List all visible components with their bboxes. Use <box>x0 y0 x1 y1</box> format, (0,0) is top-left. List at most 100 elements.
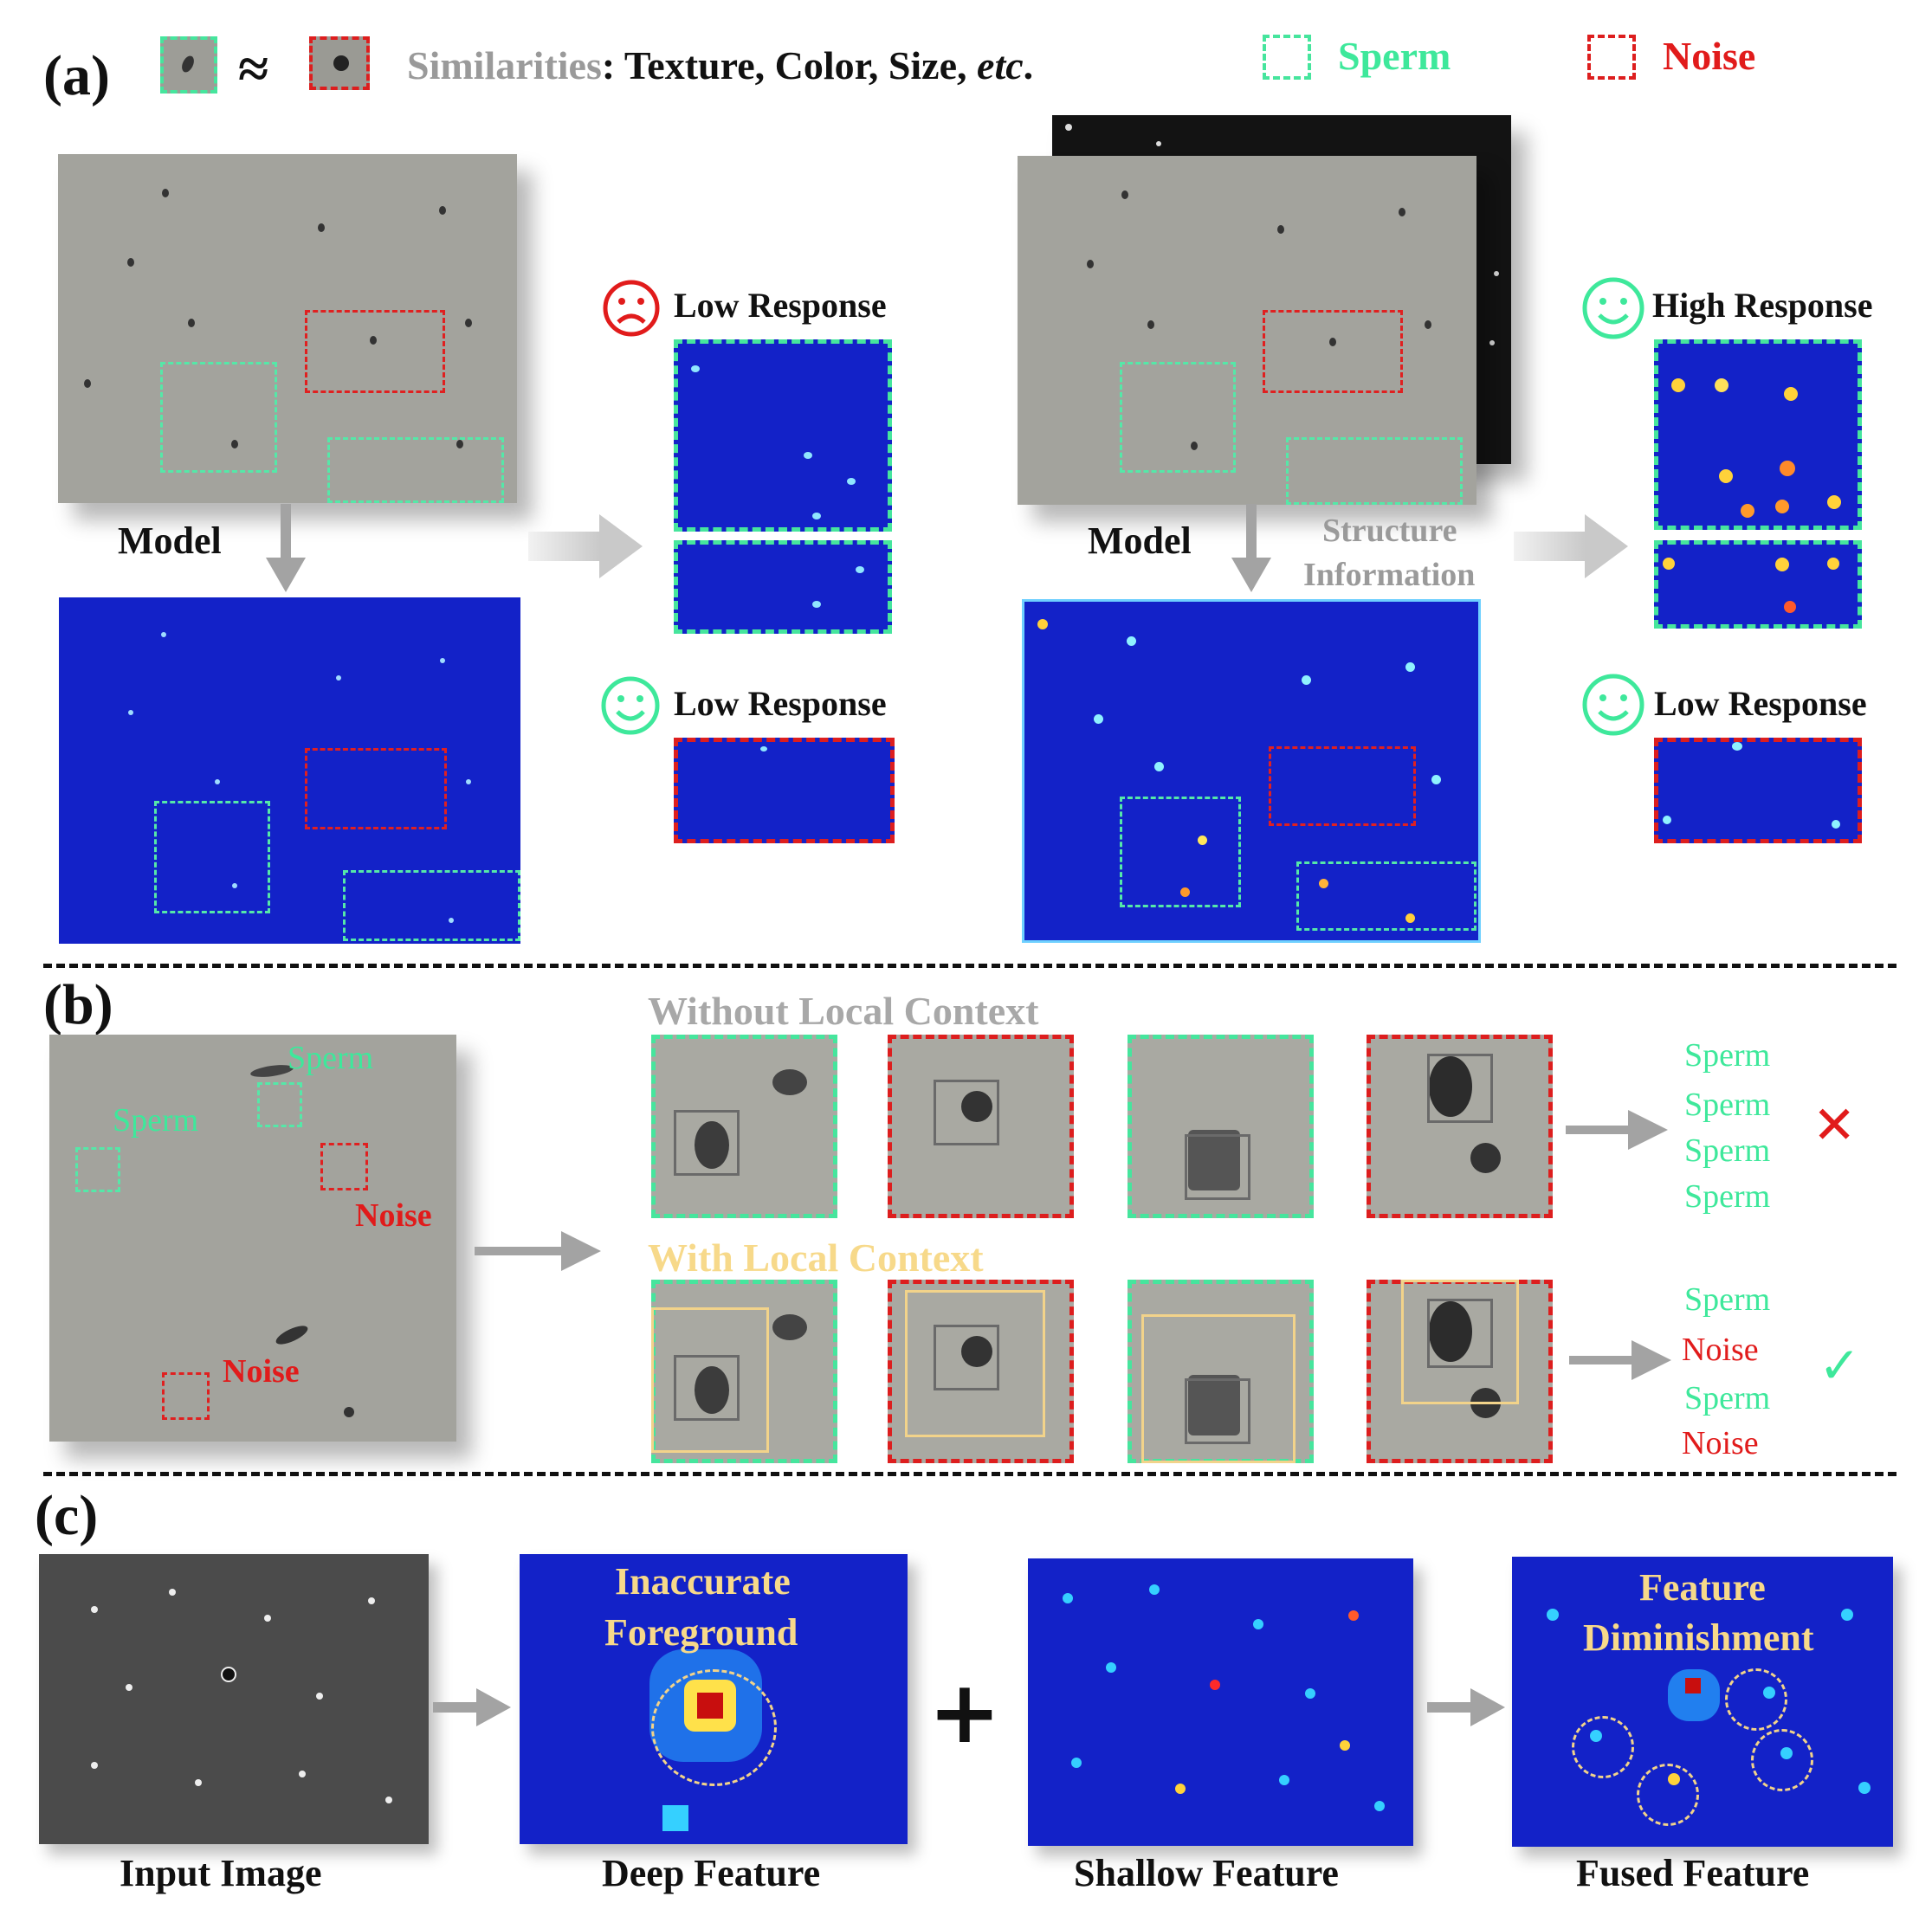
right-arrow-icon <box>1566 1110 1668 1150</box>
shallow-feature-map <box>1028 1558 1413 1846</box>
wrong-icon: ✕ <box>1812 1095 1857 1156</box>
detection-box <box>1427 1299 1493 1368</box>
prediction-label: Sperm <box>1684 1380 1771 1416</box>
smile-face-icon <box>1580 275 1646 341</box>
panel-a-label: (a) <box>43 44 110 107</box>
caption-shallow-feature: Shallow Feature <box>1074 1852 1339 1894</box>
sperm-crop-frame <box>674 540 892 634</box>
plus-icon: + <box>928 1661 1001 1763</box>
fused-feature-map <box>1512 1557 1893 1847</box>
without-local-context-title: Without Local Context <box>648 989 1039 1033</box>
candidate-crop <box>651 1280 837 1463</box>
prediction-label: Sperm <box>1684 1178 1771 1215</box>
check-icon: ✓ <box>1819 1336 1861 1395</box>
inaccurate-foreground-line2: Foreground <box>604 1611 798 1654</box>
context-box <box>1141 1314 1296 1463</box>
smile-face-icon <box>1580 672 1646 738</box>
highlight-ring <box>1751 1729 1813 1791</box>
right-arrow-icon <box>433 1688 511 1726</box>
legend-sperm-swatch <box>1263 35 1311 80</box>
sperm-annotation: Sperm <box>113 1102 199 1139</box>
microscopy-image-right <box>1018 156 1476 505</box>
low-response-label: Low Response <box>1654 684 1867 723</box>
noise-box <box>1263 310 1403 393</box>
sperm-thumbnail <box>160 36 217 94</box>
noise-crop-frame <box>674 738 895 843</box>
candidate-crop <box>1367 1035 1553 1218</box>
approx-symbol: ≈ <box>238 38 269 100</box>
highlight-ring <box>1637 1764 1699 1826</box>
sperm-box <box>1286 437 1463 505</box>
right-arrow-icon <box>1514 514 1628 578</box>
microscopy-image-b <box>49 1035 456 1442</box>
sperm-box <box>160 362 277 473</box>
noise-box <box>305 748 447 829</box>
context-box <box>651 1307 769 1453</box>
structure-information-line2: Information <box>1303 557 1476 593</box>
noise-crop-frame <box>888 1280 1074 1463</box>
sperm-annotation: Sperm <box>288 1040 374 1076</box>
low-response-label: Low Response <box>674 286 887 325</box>
candidate-crop <box>888 1035 1074 1218</box>
down-arrow-icon <box>1231 504 1271 592</box>
prediction-label: Noise <box>1682 1425 1759 1461</box>
noise-annotation: Noise <box>223 1353 300 1390</box>
right-arrow-icon <box>528 514 643 578</box>
noise-box <box>305 310 445 393</box>
model-label-right: Model <box>1088 519 1192 562</box>
highlight-ring <box>1725 1668 1787 1731</box>
legend-sperm-label: Sperm <box>1338 34 1451 78</box>
sperm-box <box>154 801 270 913</box>
right-arrow-icon <box>475 1231 601 1271</box>
right-arrow-icon <box>1427 1688 1505 1726</box>
low-response-label: Low Response <box>674 684 887 723</box>
noise-thumbnail <box>309 36 370 90</box>
model-label-left: Model <box>118 519 222 562</box>
smile-face-icon <box>600 675 661 736</box>
response-crop-noise <box>674 738 895 843</box>
sperm-box <box>75 1147 120 1192</box>
caption-deep-feature: Deep Feature <box>602 1852 821 1894</box>
legend-noise-label: Noise <box>1663 34 1756 78</box>
highlight-ring <box>651 1669 777 1786</box>
caption-fused-feature: Fused Feature <box>1576 1852 1810 1894</box>
detection-box <box>1185 1378 1250 1444</box>
candidate-crop <box>1128 1280 1314 1463</box>
detection-box <box>934 1325 999 1390</box>
sperm-box <box>257 1082 302 1127</box>
response-crop-sperm <box>674 339 892 532</box>
with-local-context-title: With Local Context <box>648 1235 984 1280</box>
sperm-crop-frame <box>1128 1035 1314 1218</box>
noise-box <box>162 1372 210 1420</box>
candidate-crop <box>651 1035 837 1218</box>
input-image <box>39 1554 429 1844</box>
heatmap-left <box>59 597 520 944</box>
prediction-label: Sperm <box>1684 1087 1771 1123</box>
right-arrow-icon <box>1569 1340 1671 1380</box>
section-divider <box>43 964 1896 968</box>
down-arrow-icon <box>266 504 306 592</box>
sperm-box <box>1296 861 1476 931</box>
feature-diminishment-line1: Feature <box>1639 1566 1766 1609</box>
candidate-crop <box>1367 1280 1553 1463</box>
response-crop-sperm <box>1654 339 1862 530</box>
response-crop-sperm <box>674 540 892 634</box>
noise-box <box>320 1143 368 1190</box>
noise-box <box>1269 746 1416 826</box>
detection-box <box>674 1355 740 1421</box>
sperm-crop-frame <box>674 339 892 532</box>
candidate-crop <box>1128 1035 1314 1218</box>
sperm-box <box>327 437 504 503</box>
noise-crop-frame <box>888 1035 1074 1218</box>
detection-box <box>934 1080 999 1145</box>
inaccurate-foreground-line1: Inaccurate <box>615 1560 791 1603</box>
microscopy-image-left <box>58 154 517 503</box>
prediction-label: Sperm <box>1684 1132 1771 1169</box>
highlight-ring <box>1572 1716 1634 1778</box>
feature-diminishment-line2: Diminishment <box>1583 1616 1814 1659</box>
prediction-label: Sperm <box>1684 1037 1771 1074</box>
noise-crop-frame <box>1367 1035 1553 1218</box>
section-divider <box>43 1472 1896 1476</box>
prediction-label: Sperm <box>1684 1281 1771 1318</box>
response-crop-noise <box>1654 738 1862 843</box>
